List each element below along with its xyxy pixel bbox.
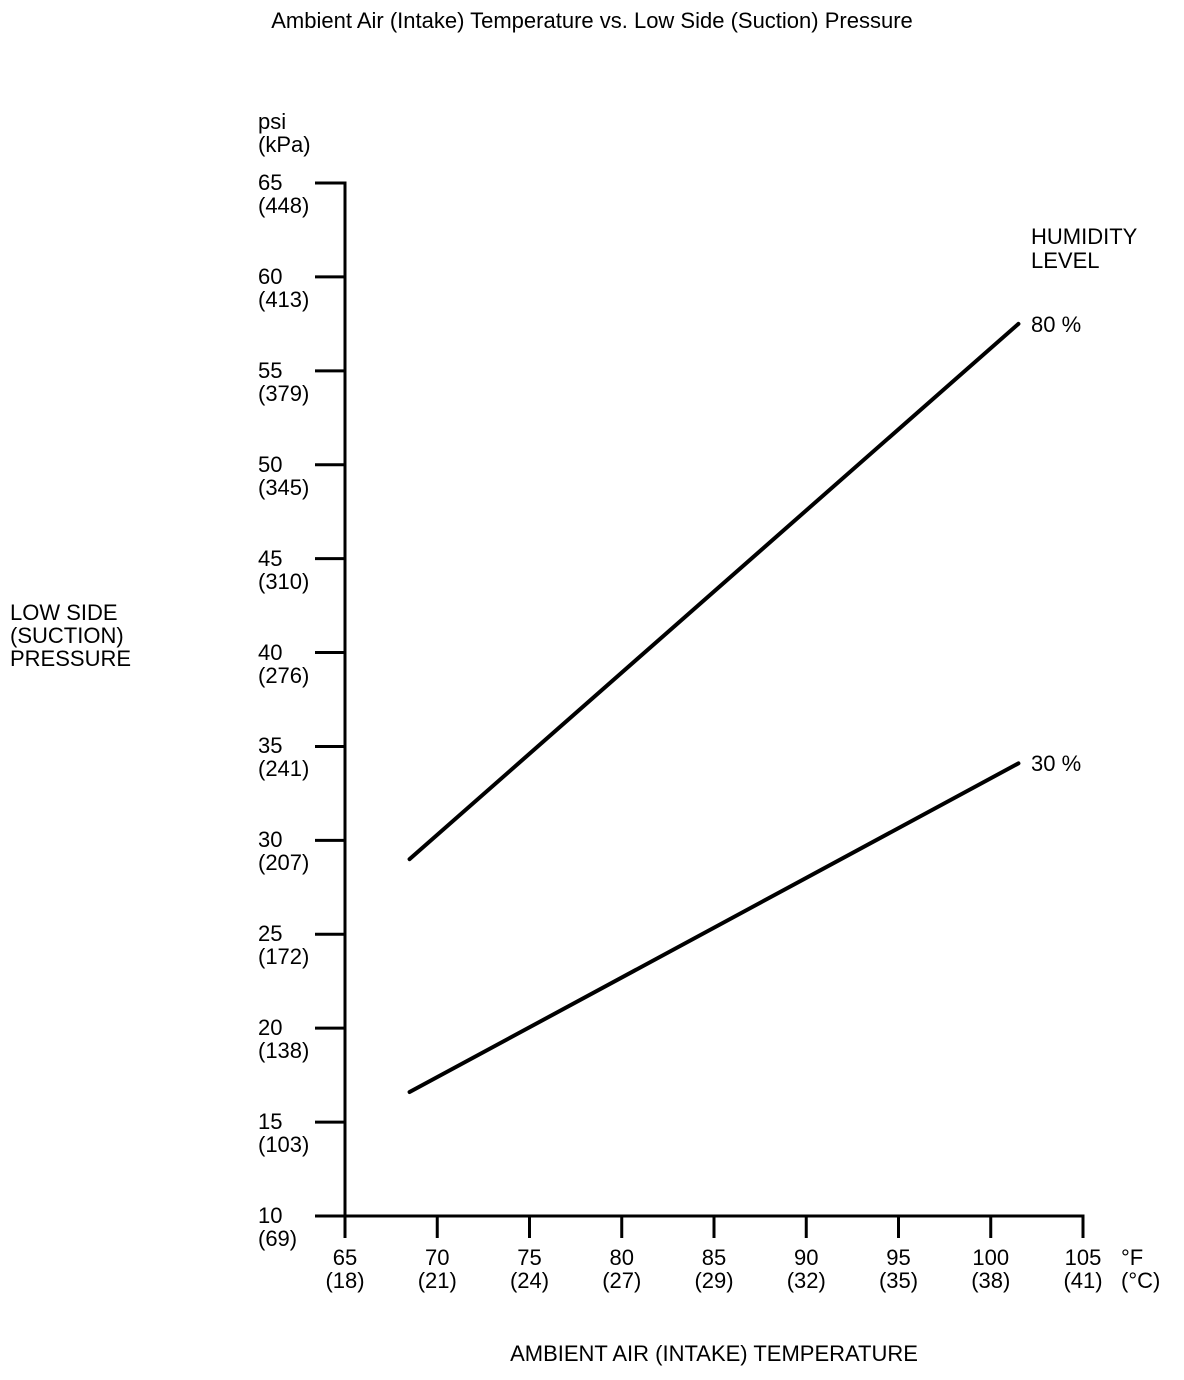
x-tick-label: 100 (38) xyxy=(971,1245,1011,1293)
y-tick-label: 60 (413) xyxy=(258,263,310,312)
legend-title: HUMIDITY LEVEL xyxy=(1031,224,1138,273)
y-tick-label: 45 (310) xyxy=(258,545,310,594)
x-tick-label: 85 (29) xyxy=(694,1245,734,1293)
y-tick-label: 10 (69) xyxy=(258,1203,298,1251)
y-tick-label: 30 (207) xyxy=(258,827,310,876)
x-axis-unit-label: °F (°C) xyxy=(1121,1245,1161,1293)
y-tick-label: 40 (276) xyxy=(258,639,310,688)
y-tick-label: 25 (172) xyxy=(258,921,310,970)
y-axis-title: LOW SIDE (SUCTION) PRESSURE xyxy=(10,600,132,671)
y-tick-label: 20 (138) xyxy=(258,1015,310,1064)
y-tick-label: 35 (241) xyxy=(258,733,310,782)
x-tick-label: 80 (27) xyxy=(602,1245,642,1293)
y-axis-unit-label: psi (kPa) xyxy=(258,109,311,157)
x-tick-label: 95 (35) xyxy=(878,1245,919,1293)
y-tick-label: 50 (345) xyxy=(258,451,310,500)
series-line-80pct xyxy=(407,321,1021,862)
x-tick-label: 75 (24) xyxy=(509,1245,550,1293)
y-tick-label: 15 (103) xyxy=(258,1109,310,1158)
x-axis-title: AMBIENT AIR (INTAKE) TEMPERATURE xyxy=(510,1341,918,1366)
x-tick-label: 105 (41) xyxy=(1063,1245,1103,1293)
x-tick-label: 65 (18) xyxy=(325,1245,365,1293)
series-line-30pct xyxy=(407,761,1021,1095)
chart-title: Ambient Air (Intake) Temperature vs. Low… xyxy=(271,8,913,33)
series-label-80-percent: 80 % xyxy=(1031,312,1082,337)
series-label-30-percent: 30 % xyxy=(1031,751,1082,776)
x-tick-label: 70 (21) xyxy=(417,1245,457,1293)
y-tick-label: 55 (379) xyxy=(258,357,310,406)
x-tick-label: 90 (32) xyxy=(786,1245,826,1293)
y-tick-label: 65 (448) xyxy=(258,170,310,218)
